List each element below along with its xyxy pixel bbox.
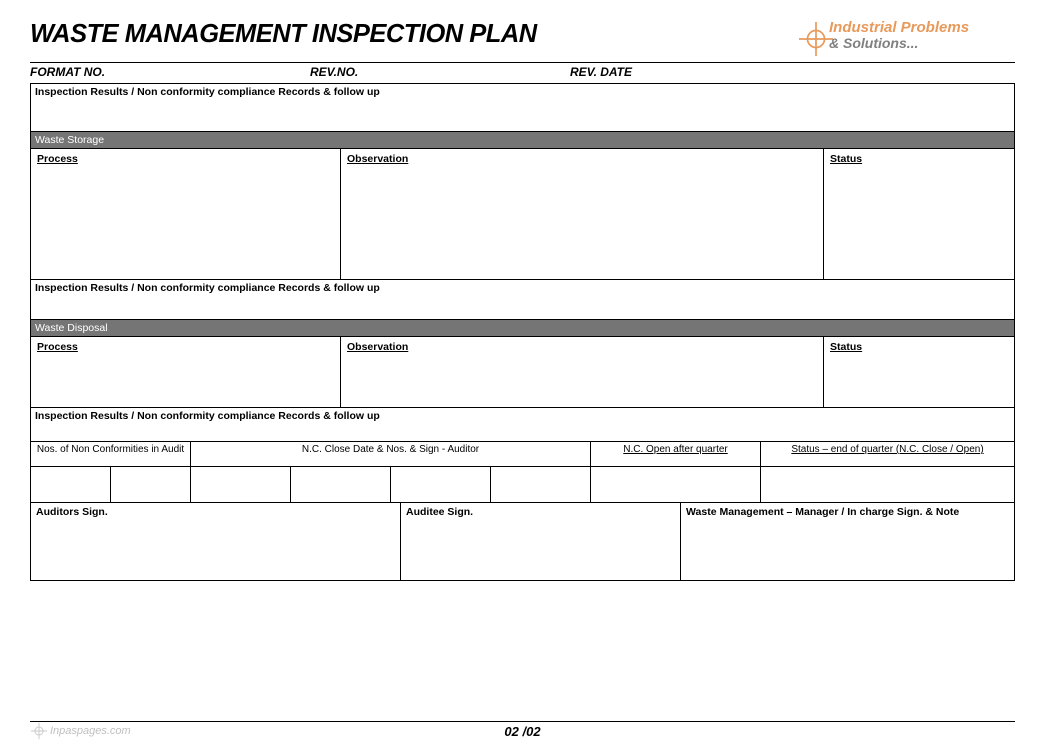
rev-date-label: REV. DATE [570, 65, 1015, 79]
footer-brand: Inpaspages.com [30, 722, 131, 740]
disposal-observation-header: Observation [341, 337, 824, 407]
footer: Inpaspages.com 02 /02 [30, 721, 1015, 739]
summary-open-after: N.C. Open after quarter [591, 442, 761, 502]
page-number: 02 /02 [504, 724, 540, 739]
summary-nonconf-cell-1 [31, 467, 111, 502]
meta-row: FORMAT NO. REV.NO. REV. DATE [30, 64, 1015, 83]
auditee-sign-label: Auditee Sign. [401, 503, 681, 580]
summary-close-cell-3 [391, 467, 491, 502]
summary-nonconf: Nos. of Non Conformities in Audit [31, 442, 191, 502]
format-no-label: FORMAT NO. [30, 65, 310, 79]
logo-line2: & Solutions... [829, 36, 969, 51]
section-bar-storage: Waste Storage [31, 132, 1014, 149]
brand-logo: Industrial Problems & Solutions... [805, 20, 1015, 60]
disposal-process-header: Process [31, 337, 341, 407]
summary-open-after-cell [591, 467, 760, 502]
disposal-status-header: Status [824, 337, 1014, 407]
summary-nonconf-label: Nos. of Non Conformities in Audit [31, 442, 190, 466]
crosshair-icon [799, 22, 833, 56]
summary-close-cell-4 [491, 467, 590, 502]
summary-status-eoq: Status – end of quarter (N.C. Close / Op… [761, 442, 1014, 502]
footer-brand-text: Inpaspages.com [50, 725, 131, 737]
summary-table: Nos. of Non Conformities in Audit N.C. C… [30, 442, 1015, 503]
summary-status-eoq-label: Status – end of quarter (N.C. Close / Op… [761, 442, 1014, 466]
storage-columns: Process Observation Status [31, 149, 1014, 280]
summary-nonconf-cell-2 [111, 467, 190, 502]
form-body: Inspection Results / Non conformity comp… [30, 83, 1015, 442]
disposal-columns: Process Observation Status [31, 337, 1014, 408]
logo-line1: Industrial Problems [829, 20, 969, 36]
records-band-3: Inspection Results / Non conformity comp… [31, 408, 1014, 442]
manager-sign-label: Waste Management – Manager / In charge S… [681, 503, 1014, 580]
summary-close-cell-2 [291, 467, 391, 502]
page-title: WASTE MANAGEMENT INSPECTION PLAN [30, 18, 537, 49]
auditor-sign-label: Auditors Sign. [31, 503, 401, 580]
storage-observation-header: Observation [341, 149, 824, 279]
summary-close-cell-1 [191, 467, 291, 502]
storage-process-header: Process [31, 149, 341, 279]
crosshair-icon [30, 722, 48, 740]
title-rule [30, 62, 1015, 63]
summary-close: N.C. Close Date & Nos. & Sign - Auditor [191, 442, 591, 502]
signatures-row: Auditors Sign. Auditee Sign. Waste Manag… [30, 503, 1015, 581]
summary-status-eoq-cell [761, 467, 1014, 502]
rev-no-label: REV.NO. [310, 65, 570, 79]
storage-status-header: Status [824, 149, 1014, 279]
records-band-1: Inspection Results / Non conformity comp… [31, 84, 1014, 132]
records-band-2: Inspection Results / Non conformity comp… [31, 280, 1014, 320]
section-bar-disposal: Waste Disposal [31, 320, 1014, 337]
summary-close-label: N.C. Close Date & Nos. & Sign - Auditor [191, 442, 590, 466]
summary-open-after-label: N.C. Open after quarter [591, 442, 760, 466]
header-row: WASTE MANAGEMENT INSPECTION PLAN Industr… [30, 18, 1015, 60]
